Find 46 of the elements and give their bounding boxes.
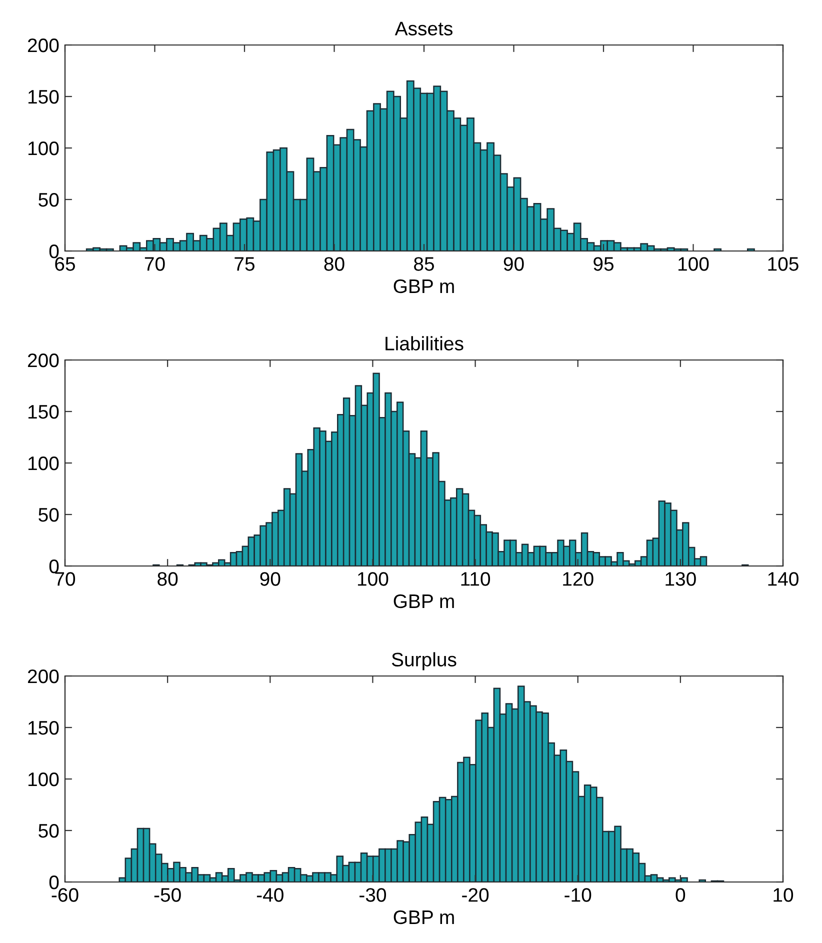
x-tick-label: 100 xyxy=(358,572,388,586)
x-tick-label: 95 xyxy=(594,257,614,271)
chart-title: Surplus xyxy=(392,652,456,670)
y-tick-label: 150 xyxy=(28,90,59,104)
x-tick-label: 75 xyxy=(234,257,254,271)
x-tick-label: 105 xyxy=(768,257,798,271)
x-tick-label: 80 xyxy=(158,572,178,586)
y-tick-label: 50 xyxy=(38,192,59,207)
y-tick-label: 0 xyxy=(49,559,59,574)
x-axis-title: GBP m xyxy=(394,910,454,924)
y-tick-label: 50 xyxy=(38,824,59,838)
x-tick-label: -60 xyxy=(52,888,78,902)
x-tick-label: -40 xyxy=(256,888,284,902)
chart-title: Assets xyxy=(394,22,452,36)
x-tick-label: 90 xyxy=(260,572,280,586)
x-tick-label: 70 xyxy=(55,572,76,586)
x-tick-label: 65 xyxy=(55,257,75,271)
x-tick-label: 70 xyxy=(144,257,165,271)
x-tick-label: -10 xyxy=(564,888,592,902)
x-tick-label: 90 xyxy=(504,257,524,271)
x-tick-label: 0 xyxy=(676,888,686,902)
x-tick-label: -20 xyxy=(462,888,489,902)
x-tick-label: -50 xyxy=(154,888,181,902)
x-tick-label: 10 xyxy=(774,888,794,902)
x-tick-label: 110 xyxy=(461,572,490,586)
y-tick-label: 200 xyxy=(28,38,59,52)
x-tick-label: 100 xyxy=(678,257,709,271)
y-tick-label: 200 xyxy=(28,353,59,368)
y-tick-label: 150 xyxy=(28,404,59,419)
x-tick-label: 80 xyxy=(324,257,344,271)
y-tick-label: 100 xyxy=(28,772,59,786)
x-tick-label: 130 xyxy=(666,572,696,586)
x-axis-title: GBP m xyxy=(394,594,454,608)
x-tick-label: 85 xyxy=(414,257,434,271)
x-axis-title: GBP m xyxy=(394,279,454,294)
y-tick-label: 50 xyxy=(38,508,59,522)
y-tick-label: 100 xyxy=(28,141,59,156)
y-tick-label: 100 xyxy=(28,456,59,470)
y-tick-label: 150 xyxy=(28,720,59,735)
y-tick-label: 0 xyxy=(49,875,59,890)
y-tick-label: 200 xyxy=(28,669,59,684)
x-tick-label: -30 xyxy=(360,888,386,902)
x-tick-label: 120 xyxy=(563,572,594,586)
chart-title: Liabilities xyxy=(386,336,464,350)
y-tick-label: 0 xyxy=(49,244,59,258)
x-tick-label: 140 xyxy=(768,572,798,586)
